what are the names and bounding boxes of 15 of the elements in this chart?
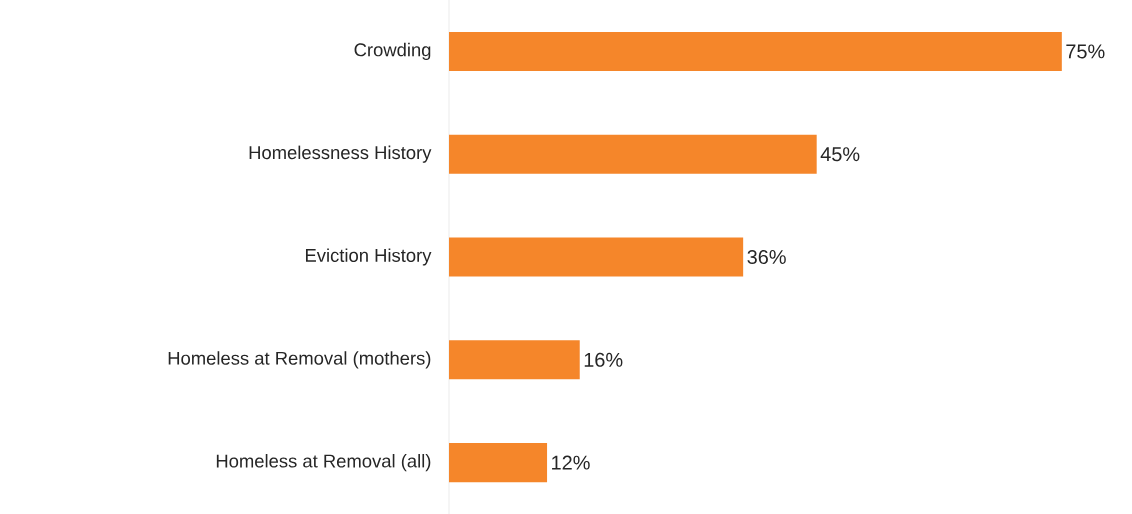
bar: [449, 134, 817, 174]
bar: [449, 31, 1062, 71]
y-tick-label: Homeless at Removal (all): [216, 454, 431, 472]
bar: [449, 340, 580, 380]
data-label: 75%: [1066, 44, 1105, 59]
data-label: 36%: [747, 249, 786, 265]
y-tick-label: Homeless at Removal (mothers): [168, 351, 431, 369]
bar: [449, 237, 744, 277]
y-tick-label: Eviction History: [306, 248, 432, 266]
data-label: 45%: [820, 147, 860, 162]
data-label: 16%: [584, 352, 623, 367]
bar: [449, 443, 548, 483]
y-tick-label: Crowding: [354, 42, 431, 60]
y-tick-label: Homelessness History: [249, 145, 432, 163]
data-label: 12%: [552, 455, 590, 470]
